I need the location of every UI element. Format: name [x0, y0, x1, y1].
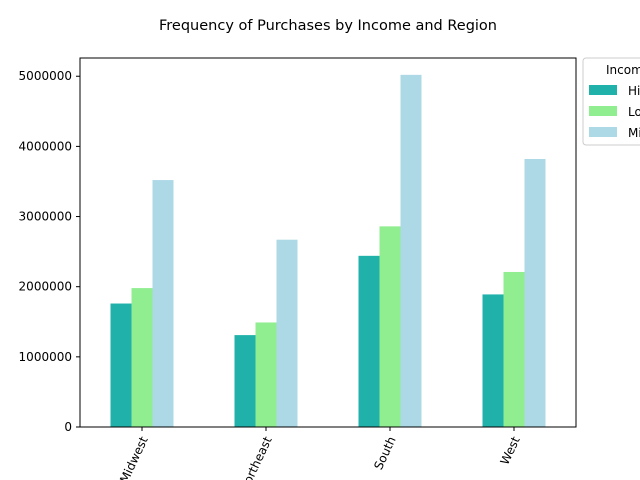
legend-swatch-low	[589, 106, 617, 116]
bar-midwest-low	[131, 288, 153, 427]
y-tick-label: 4000000	[19, 139, 72, 153]
legend-label-low: Low	[628, 105, 640, 119]
legend-box	[582, 57, 640, 146]
plot-frame	[79, 57, 577, 428]
bar-west-high	[482, 294, 504, 427]
legend-label-high: High	[628, 84, 640, 98]
bar-south-middle	[400, 74, 422, 428]
legend-title: Income	[606, 63, 640, 77]
x-tick-label-midwest: Midwest	[117, 434, 151, 480]
y-tick-label: 0	[64, 420, 72, 434]
bar-west-middle	[524, 159, 546, 427]
x-tick-label-south: South	[371, 434, 398, 472]
y-tick-label: 5000000	[19, 69, 72, 83]
bar-south-high	[358, 255, 380, 427]
bar-northeast-high	[234, 335, 256, 427]
y-tick-label: 2000000	[19, 280, 72, 294]
x-tick-label-northeast: Northeast	[237, 434, 275, 480]
y-axis: 0 1000000 2000000 3000000 4000000 5000000	[19, 69, 80, 434]
bar-south-low	[379, 226, 401, 427]
bar-west-low	[503, 271, 525, 427]
bar-midwest-high	[110, 303, 132, 427]
bar-northeast-middle	[276, 239, 298, 427]
legend: Income High Low Middle	[582, 57, 640, 146]
x-tick-label-west: West	[498, 434, 523, 467]
legend-swatch-middle	[589, 127, 617, 137]
y-tick-label: 3000000	[19, 210, 72, 224]
legend-swatch-high	[589, 85, 617, 95]
bar-midwest-middle	[152, 180, 174, 427]
legend-label-middle: Middle	[628, 126, 640, 140]
bars	[110, 74, 546, 428]
x-axis: Midwest Northeast South West	[117, 427, 523, 480]
bar-northeast-low	[255, 322, 277, 427]
chart-title: Frequency of Purchases by Income and Reg…	[159, 18, 497, 34]
y-tick-label: 1000000	[19, 350, 72, 364]
